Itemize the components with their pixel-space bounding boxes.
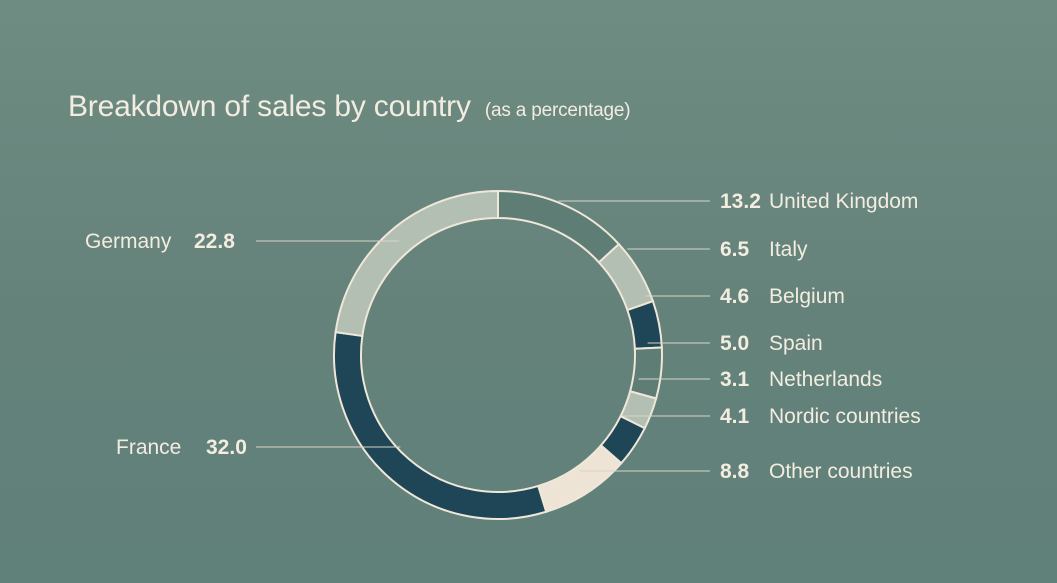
slice-united-kingdom: [497, 189, 621, 264]
donut-slices: [333, 189, 663, 520]
value-label-italy: 6.5: [720, 238, 750, 261]
value-label-united-kingdom: 13.2: [720, 190, 761, 213]
value-label-netherlands: 3.1: [720, 368, 750, 391]
value-label-belgium: 4.6: [720, 285, 749, 308]
value-label-other-countries: 8.8: [720, 460, 750, 483]
chart-title-text: Breakdown of sales by country: [68, 90, 471, 123]
value-label-france: 32.0: [206, 436, 247, 459]
chart-subtitle: (as a percentage): [484, 100, 631, 121]
category-label-spain: Spain: [769, 332, 823, 355]
category-label-netherlands: Netherlands: [769, 368, 882, 391]
slice-belgium: [626, 299, 663, 350]
slice-spain: [628, 346, 663, 400]
slice-other-countries: [536, 443, 623, 514]
slice-germany: [334, 189, 499, 338]
category-label-united-kingdom: United Kingdom: [769, 190, 918, 213]
slice-france: [333, 331, 548, 520]
slice-labels: 13.2 United Kingdom 6.5 Italy 4.6 Belgium 5.0 S…: [85, 190, 921, 483]
slice-italy: [597, 242, 655, 312]
chart-title: Breakdown of sales by country (as a perc…: [68, 90, 631, 124]
category-label-italy: Italy: [769, 238, 808, 261]
value-label-nordic-countries: 4.1: [720, 405, 750, 428]
category-label-germany: Germany: [85, 230, 172, 253]
leader-lines: [256, 200, 710, 472]
category-label-other-countries: Other countries: [769, 460, 913, 483]
category-label-france: France: [116, 436, 181, 459]
category-label-belgium: Belgium: [769, 285, 845, 308]
value-label-spain: 5.0: [720, 332, 749, 355]
category-label-nordic-countries: Nordic countries: [769, 405, 921, 428]
value-label-germany: 22.8: [194, 230, 235, 253]
